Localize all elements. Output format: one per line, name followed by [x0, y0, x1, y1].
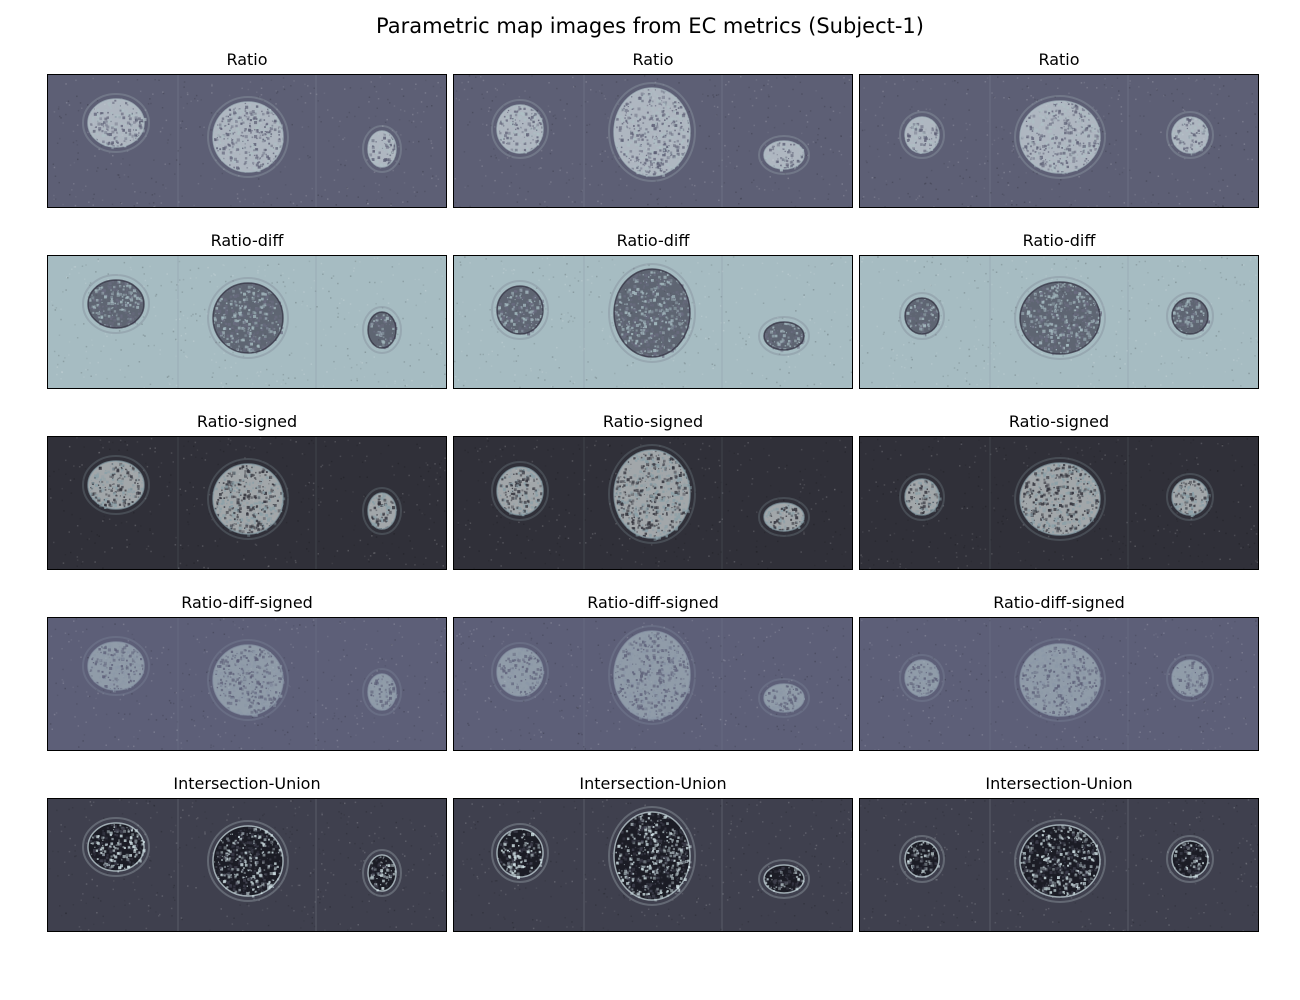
map-rendering — [48, 437, 446, 569]
parametric-map-image — [453, 74, 853, 208]
map-rendering — [49, 618, 446, 750]
panel-title: Ratio-diff — [210, 231, 284, 250]
map-rendering — [49, 799, 444, 931]
parametric-map-image — [47, 436, 447, 570]
map-rendering — [861, 618, 1258, 750]
parametric-map-image — [859, 436, 1259, 570]
panel-title: Ratio-signed — [1008, 412, 1110, 431]
map-rendering — [860, 75, 1257, 207]
panel-title: Intersection-Union — [985, 774, 1133, 793]
parametric-map-image — [47, 74, 447, 208]
parametric-map-image — [47, 798, 447, 932]
panel-title: Intersection-Union — [579, 774, 727, 793]
panel-title: Ratio-diff — [1022, 231, 1096, 250]
map-rendering — [51, 256, 446, 388]
figure-title: Parametric map images from EC metrics (S… — [376, 14, 924, 38]
map-rendering — [454, 618, 852, 750]
parametric-map-image — [859, 798, 1259, 932]
panel-title: Ratio — [226, 50, 268, 69]
panel-title: Ratio-signed — [196, 412, 298, 431]
parametric-map-image — [859, 255, 1259, 389]
panel-title: Intersection-Union — [173, 774, 321, 793]
map-rendering — [455, 799, 852, 931]
panel-title: Ratio-diff — [616, 231, 690, 250]
parametric-map-image — [859, 617, 1259, 751]
map-rendering — [454, 437, 852, 569]
parametric-map-image — [453, 617, 853, 751]
parametric-map-image — [453, 798, 853, 932]
panel-title: Ratio — [1038, 50, 1080, 69]
map-rendering — [454, 256, 852, 388]
panel-title: Ratio-diff-signed — [181, 593, 313, 612]
map-rendering — [52, 75, 446, 207]
parametric-map-image — [453, 436, 853, 570]
map-rendering — [860, 256, 1258, 388]
map-rendering — [860, 799, 1258, 931]
parametric-map-image — [453, 255, 853, 389]
map-rendering — [860, 437, 1258, 569]
map-rendering — [454, 75, 852, 207]
panel-title: Ratio-diff-signed — [587, 593, 719, 612]
parametric-map-image — [859, 74, 1259, 208]
panel-title: Ratio — [632, 50, 674, 69]
parametric-map-image — [47, 617, 447, 751]
parametric-map-image — [47, 255, 447, 389]
panel-title: Ratio-diff-signed — [993, 593, 1125, 612]
panel-title: Ratio-signed — [602, 412, 704, 431]
